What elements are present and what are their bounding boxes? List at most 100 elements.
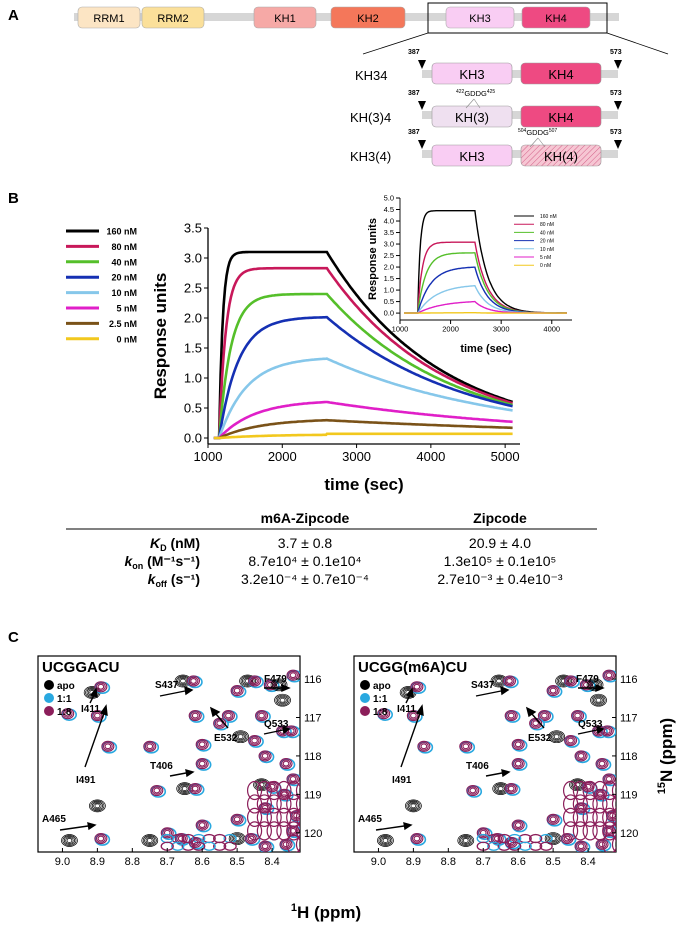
construct-kh3-label: KH(3) <box>455 110 489 125</box>
ratio-1-8-contour <box>611 808 616 826</box>
ratio-1-8-contour <box>504 676 515 686</box>
ratio-1-8-contour <box>380 710 388 717</box>
series-line-80nM <box>213 266 513 440</box>
ratio-1-8-contour <box>602 780 616 801</box>
ratio-contour <box>192 841 206 851</box>
y-tick-label: 0.0 <box>184 431 202 446</box>
arrow-line <box>577 729 598 735</box>
apo-contour <box>589 680 601 690</box>
ratio-1-8-contour <box>562 807 579 828</box>
ratio-1-8-contour <box>567 678 574 684</box>
ratio-1-8-contour <box>576 751 587 761</box>
ratio-1-8-contour <box>572 807 588 828</box>
y-tick-label: 119 <box>304 789 322 801</box>
x-tick-label: 3000 <box>493 325 510 334</box>
x-tick-label: 8.9 <box>90 856 105 868</box>
ratio-1-8-contour <box>260 751 271 761</box>
nmr-spectrum-2: 9.0 8.9 8.8 8.7 8.6 8.5 8.4 116 117 118 119 120 UCG… <box>353 655 638 868</box>
label-sub: on <box>132 561 143 571</box>
ratio-1-8-contour <box>246 807 263 828</box>
y-tick-label: 1.0 <box>384 286 394 295</box>
peak-label-i491: I491 <box>76 775 96 786</box>
ratio-1-8-contour <box>564 675 578 687</box>
apo-contour <box>551 732 563 742</box>
ratio-1-8-contour <box>195 738 209 750</box>
apo-contour <box>496 678 502 684</box>
ratio-1-8-contour <box>504 783 518 795</box>
ratio-1-8-contour <box>286 821 300 841</box>
ratio-1-8-contour <box>459 740 473 752</box>
apo-contour <box>548 730 565 744</box>
ratio-1-8-contour <box>413 683 421 690</box>
ratio-1-8-contour <box>191 785 199 792</box>
x-tick-label: 8.6 <box>195 856 210 868</box>
ratio-1-8-contour <box>410 832 424 845</box>
arrow-head-icon <box>282 725 291 735</box>
mutation-pointer <box>473 98 481 109</box>
apo-contour <box>463 838 469 843</box>
legend-marker <box>360 706 370 716</box>
ratio-1-8-contour <box>466 784 480 797</box>
series-line-20nM <box>404 266 567 314</box>
y-axis-main: N (ppm) <box>657 718 676 782</box>
nmr-y-axis-title: 15N (ppm) <box>656 718 676 794</box>
ratio-1-8-contour <box>595 758 609 770</box>
construct-end: 573 <box>610 49 622 56</box>
x-tick-label: 8.8 <box>125 856 140 868</box>
ratio-1-8-contour <box>266 794 282 814</box>
ratio-1-8-contour <box>582 807 598 828</box>
x-axis-main: H (ppm) <box>297 903 361 922</box>
start-arrow-icon <box>418 140 426 149</box>
legend-label: 2.5 nM <box>109 319 137 329</box>
ratio-1-8-contour <box>574 840 588 852</box>
ratio-1-8-contour <box>249 676 260 686</box>
ratio-1-8-contour <box>256 711 267 720</box>
ratio-1-8-contour <box>411 682 422 691</box>
inset-legend-label: 80 nM <box>540 222 554 228</box>
spr-inset-chart: 1000 2000 3000 4000 0.0 0.5 1.0 1.5 2.0 2.5 3.0 3.5… <box>367 194 572 355</box>
arrow-head-icon <box>184 685 194 696</box>
ratio-1-8-contour <box>256 780 272 801</box>
ratio-1-8-contour <box>276 780 292 801</box>
ratio-1-8-contour <box>256 821 272 841</box>
ratio-contour <box>518 841 532 851</box>
legend-marker <box>44 693 54 703</box>
arrow-line <box>159 690 186 697</box>
apo-contour <box>272 679 286 691</box>
apo-contour <box>547 834 559 843</box>
inset-legend-label: 20 nM <box>540 239 554 245</box>
construct-linker <box>422 150 618 158</box>
arrow-line <box>215 713 229 729</box>
ratio-contour <box>497 841 511 851</box>
panel-a-letter: A <box>8 7 19 24</box>
construct-kh4-box <box>520 62 602 85</box>
series-line-160nM <box>213 250 514 440</box>
peaks-group <box>377 669 616 852</box>
ratio-1-8-contour <box>514 741 522 748</box>
legend-marker <box>360 680 370 690</box>
ratio-1-8-contour <box>539 711 550 720</box>
x-tick-label: 4000 <box>416 449 445 464</box>
construct-kh4-label: KH(4) <box>544 149 578 164</box>
ratio-1-8-contour <box>190 784 201 793</box>
table-col-header-2: Zipcode <box>473 510 527 526</box>
domain-kh3 <box>445 6 515 29</box>
ratio-1-8-contour <box>288 774 298 784</box>
legend-label: apo <box>57 681 75 692</box>
ratio-1-8-contour <box>282 760 290 767</box>
mutation-annotation: 504GDDG507 <box>518 128 557 137</box>
construct-name: KH34 <box>355 68 388 83</box>
apo-contour <box>558 676 570 686</box>
series-line-40nM <box>213 292 513 440</box>
y-tick-label: 0.5 <box>384 297 394 306</box>
ratio-1-8-contour <box>289 672 297 679</box>
legend-label: 0 nM <box>116 334 137 344</box>
apo-contour <box>178 677 188 685</box>
apo-contour <box>145 837 154 844</box>
ratio-1-8-contour <box>286 669 300 681</box>
apo-contour <box>406 800 421 812</box>
apo-contour <box>377 834 394 847</box>
ratio-1-8-contour <box>232 686 243 695</box>
ratio-1-8-contour <box>101 740 115 752</box>
label-main: k <box>124 553 133 569</box>
